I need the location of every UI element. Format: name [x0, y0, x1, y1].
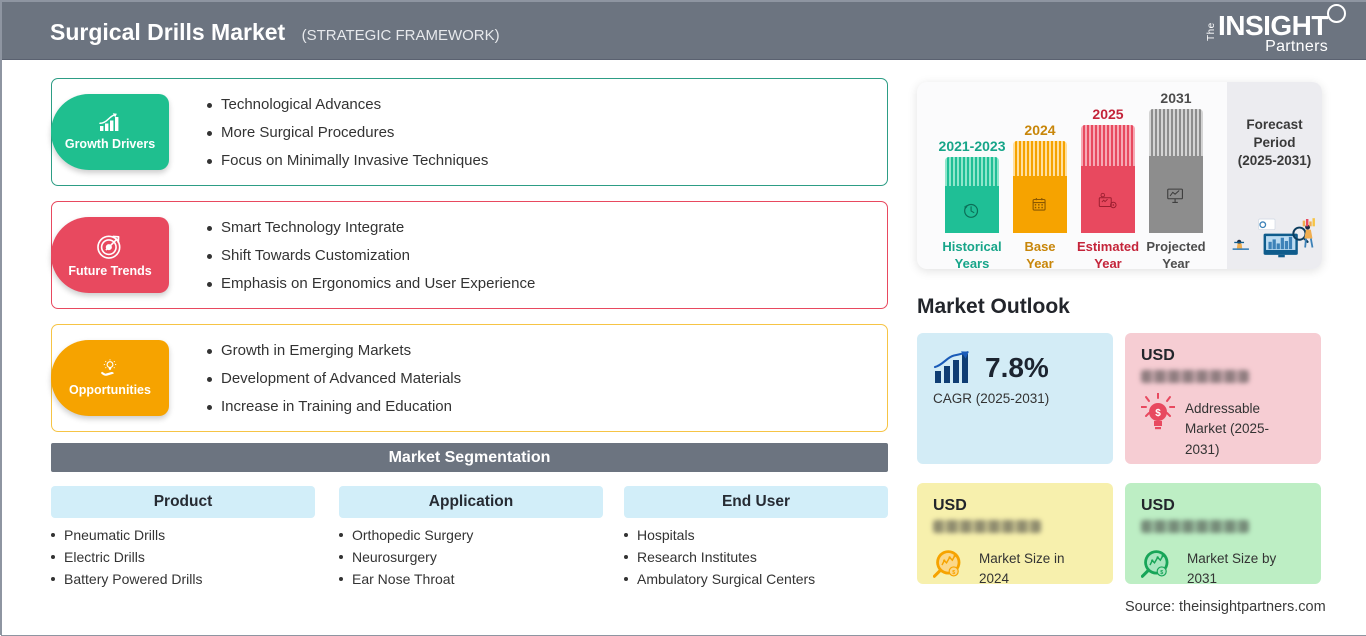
svg-text:$: $ [1155, 408, 1161, 419]
svg-text:$: $ [952, 570, 955, 576]
svg-text:$: $ [1160, 570, 1163, 576]
